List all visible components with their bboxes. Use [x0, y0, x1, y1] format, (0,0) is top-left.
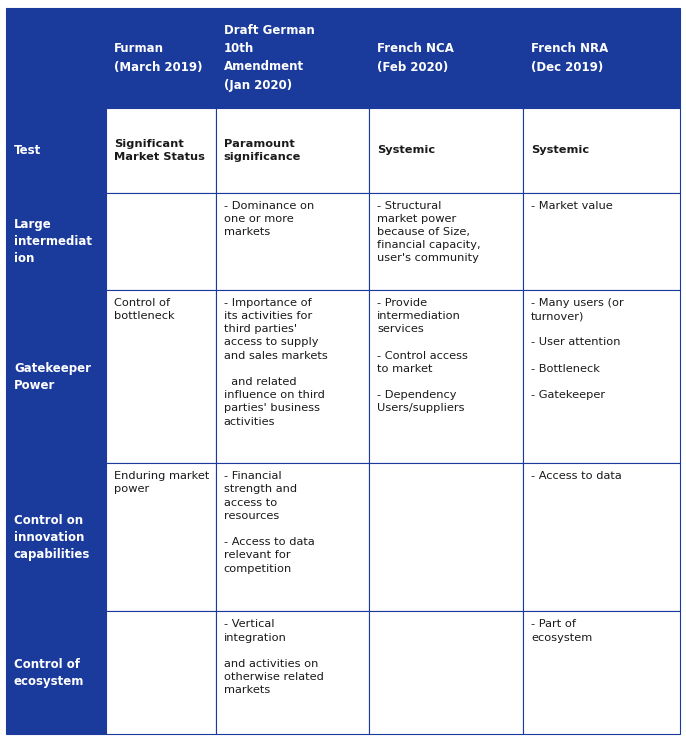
Bar [106, 611, 215, 734]
Text: Draft German
10th
Amendment
(Jan 2020): Draft German 10th Amendment (Jan 2020) [224, 24, 314, 92]
Text: Gatekeeper
Power: Gatekeeper Power [14, 362, 91, 391]
Text: French NRA
(Dec 2019): French NRA (Dec 2019) [531, 42, 608, 73]
Bar [106, 192, 215, 290]
Text: - Many users (or
turnover)

- User attention

- Bottleneck

- Gatekeeper: - Many users (or turnover) - User attent… [531, 298, 624, 400]
Bar [523, 290, 680, 463]
Bar [6, 192, 106, 290]
Bar [6, 611, 106, 734]
Text: Enduring market
power: Enduring market power [114, 471, 209, 494]
Bar [215, 463, 369, 611]
Text: - Financial
strength and
access to
resources

- Access to data
relevant for
comp: - Financial strength and access to resou… [224, 471, 314, 574]
Bar [106, 290, 215, 463]
Text: French NCA
(Feb 2020): French NCA (Feb 2020) [377, 42, 454, 73]
Text: - Access to data: - Access to data [531, 471, 622, 481]
Text: Systemic: Systemic [377, 145, 436, 155]
Bar [523, 8, 680, 108]
Text: - Dominance on
one or more
markets: - Dominance on one or more markets [224, 201, 314, 237]
Text: Systemic: Systemic [531, 145, 589, 155]
Bar [6, 8, 106, 108]
Text: Control of
ecosystem: Control of ecosystem [14, 658, 84, 687]
Text: - Importance of
its activities for
third parties'
access to supply
and sales mar: - Importance of its activities for third… [224, 298, 327, 427]
Bar [369, 611, 523, 734]
Bar [369, 290, 523, 463]
Text: - Part of
ecosystem: - Part of ecosystem [531, 619, 592, 642]
Bar [215, 108, 369, 192]
Text: - Market value: - Market value [531, 201, 613, 211]
Bar [369, 108, 523, 192]
Text: Control on
innovation
capabilities: Control on innovation capabilities [14, 514, 91, 561]
Text: Test: Test [14, 144, 41, 157]
Text: Furman
(March 2019): Furman (March 2019) [114, 42, 202, 73]
Bar [6, 108, 106, 192]
Bar [215, 192, 369, 290]
Bar [523, 192, 680, 290]
Bar [369, 8, 523, 108]
Bar [523, 463, 680, 611]
Text: - Structural
market power
because of Size,
financial capacity,
user's community: - Structural market power because of Siz… [377, 201, 481, 263]
Text: Control of
bottleneck: Control of bottleneck [114, 298, 174, 321]
Text: - Provide
intermediation
services

- Control access
to market

- Dependency
User: - Provide intermediation services - Cont… [377, 298, 468, 414]
Text: - Vertical
integration

and activities on
otherwise related
markets: - Vertical integration and activities on… [224, 619, 324, 696]
Bar [106, 8, 215, 108]
Bar [215, 290, 369, 463]
Text: Paramount
significance: Paramount significance [224, 138, 301, 162]
Bar [6, 290, 106, 463]
Text: Large
intermediat
ion: Large intermediat ion [14, 218, 92, 265]
Text: Significant
Market Status: Significant Market Status [114, 138, 204, 162]
Bar [106, 463, 215, 611]
Bar [369, 463, 523, 611]
Bar [6, 463, 106, 611]
Bar [369, 192, 523, 290]
Bar [523, 108, 680, 192]
Bar [523, 611, 680, 734]
Bar [106, 108, 215, 192]
Bar [215, 8, 369, 108]
Bar [215, 611, 369, 734]
